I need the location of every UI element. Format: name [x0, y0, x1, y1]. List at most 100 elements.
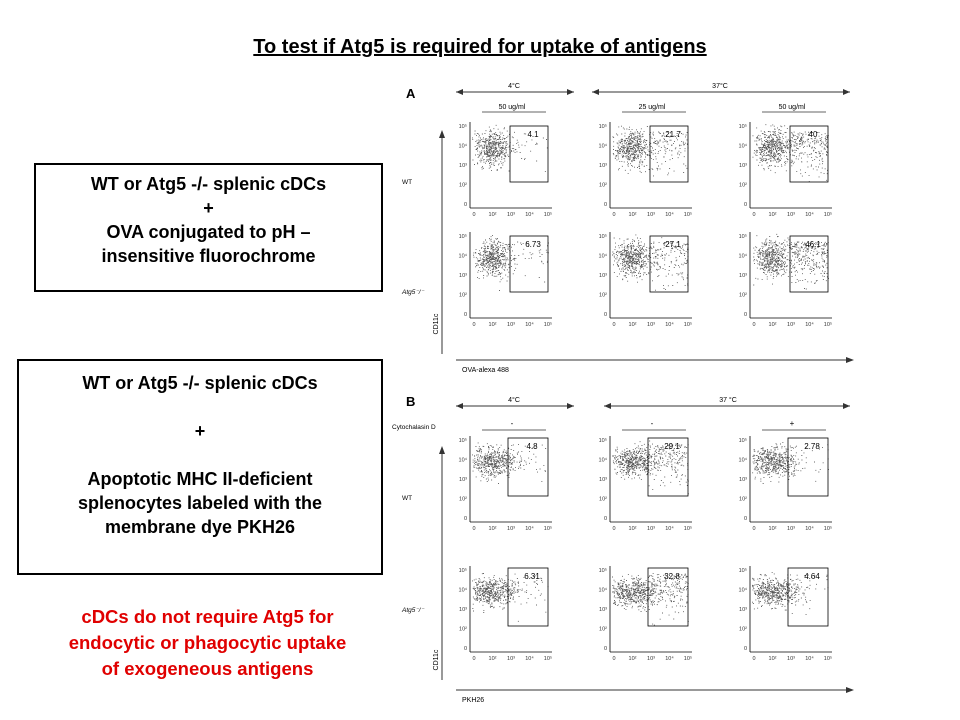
- y-tick-label: 0: [744, 646, 747, 652]
- arrow-4c-head-left: [456, 89, 463, 95]
- plot-events: [612, 573, 689, 626]
- y-tick-label: 10²: [739, 497, 747, 503]
- x-tick-label: 0: [472, 322, 475, 328]
- y-tick-label: 10⁵: [599, 233, 607, 240]
- x-tick-label: 10⁴: [805, 525, 814, 532]
- x-tick-label: 10²: [489, 322, 497, 328]
- conclusion-line: endocytic or phagocytic uptake: [68, 632, 347, 653]
- x-tick-label: 10⁴: [805, 655, 814, 662]
- gate-percentage: 46.1: [805, 240, 821, 249]
- x-tick-label: 10⁴: [665, 655, 674, 662]
- x-tick-label: 10²: [769, 212, 777, 218]
- y-tick-label: 10³: [739, 477, 747, 483]
- plot-gate: [649, 235, 689, 293]
- y-tick-label: 10⁴: [739, 143, 748, 150]
- arrow-37c-head-right: [843, 403, 850, 409]
- gate-percentage: 4.64: [804, 572, 820, 581]
- x-tick-label: 10⁵: [684, 655, 692, 662]
- y-axis-arrow-head: [439, 130, 445, 138]
- cytochalasin-label: Cytochalasin D: [392, 424, 436, 431]
- x-tick-label: 10³: [647, 526, 655, 532]
- y-tick-label: 0: [464, 312, 467, 318]
- x-tick-label: 10⁵: [544, 655, 552, 662]
- plot-events: [612, 125, 689, 177]
- y-tick-label: 10⁵: [599, 437, 607, 444]
- y-tick-label: 10³: [739, 273, 747, 279]
- box-line-spacer: [19, 395, 381, 419]
- y-tick-label: 10³: [739, 607, 747, 613]
- box-line: WT or Atg5 -/- splenic cDCs: [82, 373, 318, 393]
- x-tick-label: 0: [472, 526, 475, 532]
- gate-percentage: 4.8: [526, 442, 538, 451]
- plot-events: [612, 234, 689, 291]
- x-tick-label: 10⁴: [525, 525, 534, 532]
- arrow-37c-head-left: [592, 89, 599, 95]
- x-tick-label: 10⁵: [824, 655, 832, 662]
- x-tick-label: 10⁵: [544, 211, 552, 218]
- plot-gate: [509, 125, 549, 183]
- y-tick-label: 10⁵: [739, 233, 747, 240]
- y-tick-label: 10²: [459, 183, 467, 189]
- x-axis-arrow-head: [846, 687, 854, 693]
- gate-percentage: 21.7: [665, 130, 681, 139]
- temp-label: 37 °C: [719, 396, 737, 404]
- y-tick-label: 10⁴: [459, 253, 468, 260]
- y-tick-label: 0: [464, 516, 467, 522]
- row-label: Atg5⁻/⁻: [401, 607, 425, 614]
- y-tick-label: 10²: [459, 627, 467, 633]
- y-tick-label: 10³: [599, 477, 607, 483]
- row-label: WT: [402, 495, 412, 502]
- y-tick-label: 10⁵: [459, 437, 467, 444]
- x-tick-label: 10³: [787, 526, 795, 532]
- x-tick-label: 10²: [629, 526, 637, 532]
- arrow-37c-head-left: [604, 403, 611, 409]
- x-tick-label: 10⁵: [684, 211, 692, 218]
- plot-gate: [787, 437, 829, 497]
- y-tick-label: 0: [744, 516, 747, 522]
- x-tick-label: 10²: [629, 322, 637, 328]
- x-tick-label: 0: [472, 212, 475, 218]
- x-tick-label: 10²: [489, 656, 497, 662]
- x-tick-label: 10²: [769, 322, 777, 328]
- x-tick-label: 10⁵: [824, 525, 832, 532]
- x-tick-label: 10⁵: [824, 211, 832, 218]
- y-tick-label: 10⁵: [739, 123, 747, 130]
- box-line: insensitive fluorochrome: [101, 246, 316, 266]
- gate-percentage: 6.73: [525, 240, 541, 249]
- plot-events: [472, 124, 548, 173]
- y-tick-label: 10²: [459, 497, 467, 503]
- y-tick-label: 10³: [459, 163, 467, 169]
- y-tick-label: 10⁴: [599, 143, 608, 150]
- box-line: OVA conjugated to pH –: [106, 222, 311, 242]
- y-tick-label: 10⁵: [599, 567, 607, 574]
- arrow-4c-head-right: [567, 403, 574, 409]
- box-line: +: [203, 198, 214, 218]
- y-tick-label: 10³: [459, 273, 467, 279]
- x-tick-label: 10²: [769, 526, 777, 532]
- x-tick-label: 10⁵: [544, 321, 552, 328]
- concentration-label: 50 ug/ml: [779, 104, 806, 111]
- plot-gate: [647, 437, 689, 497]
- y-tick-label: 10⁴: [599, 457, 608, 464]
- plot-gate: [649, 125, 689, 183]
- y-tick-label: 10⁵: [739, 567, 747, 574]
- x-tick-label: 10³: [787, 212, 795, 218]
- plot-gate: [507, 567, 549, 627]
- cytochalasin-sign: -: [511, 419, 514, 428]
- x-tick-label: 0: [612, 656, 615, 662]
- y-tick-label: 10⁵: [599, 123, 607, 130]
- x-axis-label: PKH26: [462, 697, 484, 704]
- y-tick-label: 10³: [739, 163, 747, 169]
- x-tick-label: 10³: [507, 212, 515, 218]
- plot-gate: [787, 567, 829, 627]
- x-tick-label: 10⁴: [525, 655, 534, 662]
- y-tick-label: 10⁵: [459, 233, 467, 240]
- x-tick-label: 0: [752, 656, 755, 662]
- temp-label: 4°C: [508, 396, 520, 404]
- y-tick-label: 10⁵: [459, 567, 467, 574]
- plot-gate: [507, 437, 549, 497]
- x-tick-label: 10³: [647, 322, 655, 328]
- y-tick-label: 0: [604, 312, 607, 318]
- panel-a-letter: A: [406, 86, 416, 101]
- y-tick-label: 10²: [599, 627, 607, 633]
